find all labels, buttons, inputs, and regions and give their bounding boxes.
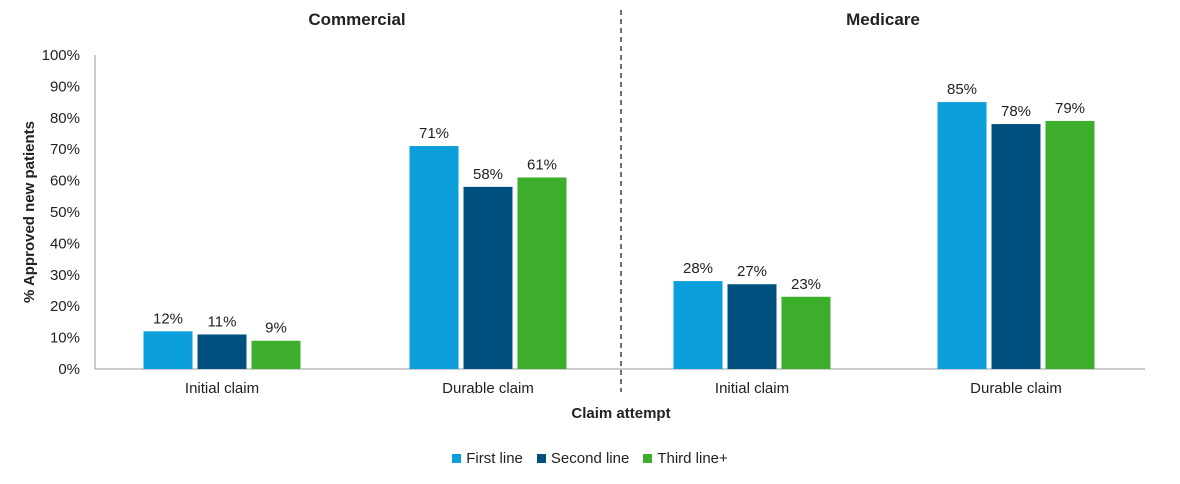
category-label: Initial claim: [715, 380, 789, 397]
x-axis-title: Claim attempt: [571, 405, 670, 422]
bar: [781, 296, 831, 369]
bar: [517, 177, 567, 369]
panel-title: Commercial: [308, 10, 405, 29]
legend-item: Third line+: [643, 450, 728, 467]
y-tick-label: 100%: [42, 47, 80, 64]
data-label: 9%: [265, 320, 287, 337]
y-tick-label: 70%: [50, 141, 80, 158]
legend-label: First line: [466, 450, 523, 467]
legend-swatch: [536, 454, 546, 463]
y-tick-label: 10%: [50, 330, 80, 347]
panels: Commercial Initial claim 12% 11% 9% Durable c…: [143, 10, 1095, 397]
data-label: 78%: [1001, 103, 1031, 120]
y-tick-label: 20%: [50, 298, 80, 315]
legend-item: Second line: [536, 450, 630, 467]
y-tick-label: 90%: [50, 78, 80, 95]
data-label: 11%: [208, 313, 237, 330]
category-label: Initial claim: [185, 380, 259, 397]
y-tick-label: 60%: [50, 173, 80, 190]
panel-title: Medicare: [846, 10, 920, 29]
bar: [251, 340, 301, 369]
data-label: 27%: [737, 263, 767, 280]
bar: [463, 186, 513, 369]
data-label: 79%: [1055, 100, 1085, 117]
data-label: 58%: [473, 166, 503, 183]
legend-swatch: [452, 454, 462, 463]
data-label: 12%: [153, 310, 183, 327]
legend-swatch: [643, 454, 653, 463]
legend-label: Second line: [550, 450, 630, 467]
bar: [1045, 120, 1095, 369]
bar: [197, 334, 247, 369]
y-tick-label: 80%: [50, 110, 80, 127]
data-label: 85%: [947, 81, 977, 98]
bar: [937, 102, 987, 369]
bar: [727, 284, 777, 369]
y-axis-title: % Approved new patients: [21, 121, 38, 303]
y-tick-label: 40%: [50, 235, 80, 252]
bar: [143, 331, 193, 369]
bar: [409, 146, 459, 369]
y-tick-label: 50%: [50, 204, 80, 221]
data-label: 28%: [683, 260, 713, 277]
bar: [991, 124, 1041, 369]
legend: First line Second line Third line+: [0, 450, 1180, 467]
category-label: Durable claim: [970, 380, 1062, 397]
data-label: 71%: [419, 125, 449, 142]
data-label: 23%: [791, 276, 821, 293]
bar: [673, 281, 723, 369]
y-tick-label: 30%: [50, 267, 80, 284]
legend-item: First line: [452, 450, 523, 467]
legend-label: Third line+: [657, 450, 728, 467]
y-axis-ticks: 0% 10% 20% 30% 40% 50% 60% 70% 80% 90% 100%: [42, 47, 80, 378]
data-label: 61%: [527, 156, 557, 173]
category-label: Durable claim: [442, 380, 534, 397]
y-tick-label: 0%: [58, 361, 80, 378]
